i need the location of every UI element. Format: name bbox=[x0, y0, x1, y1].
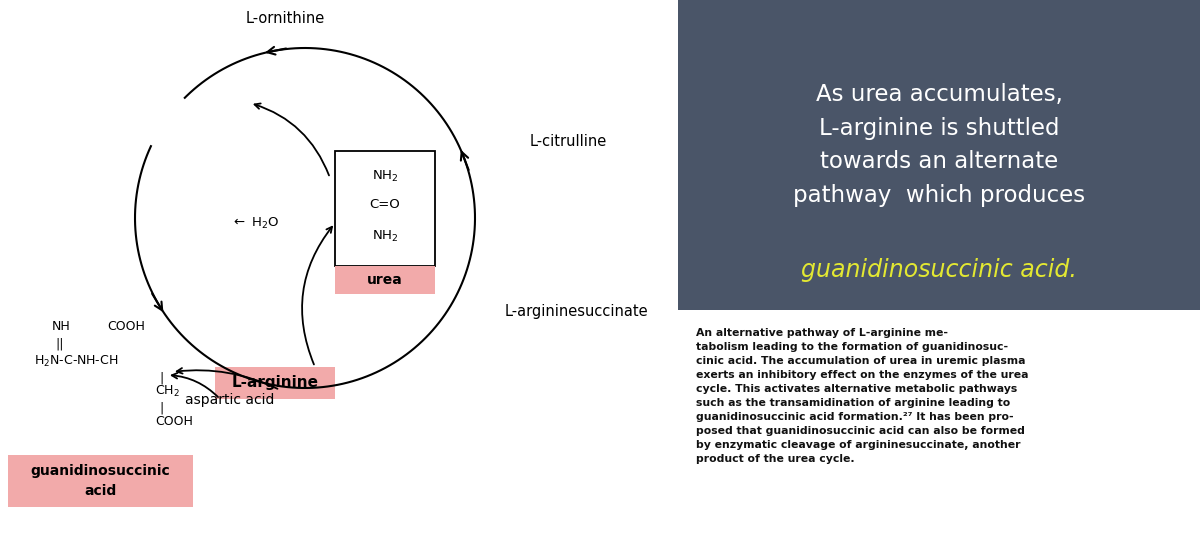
Text: |: | bbox=[158, 402, 163, 415]
Bar bbox=[215, 367, 335, 399]
Text: NH: NH bbox=[52, 320, 71, 333]
Text: As urea accumulates,
L-arginine is shuttled
towards an alternate
pathway  which : As urea accumulates, L-arginine is shutt… bbox=[793, 83, 1085, 207]
Bar bbox=[8, 455, 193, 507]
Text: |: | bbox=[158, 371, 163, 384]
Text: guanidinosuccinic
acid: guanidinosuccinic acid bbox=[31, 464, 170, 498]
Text: COOH: COOH bbox=[107, 320, 145, 333]
Bar bbox=[335, 266, 436, 294]
Text: CH$_2$: CH$_2$ bbox=[155, 384, 180, 399]
Text: $\leftarrow$ H$_2$O: $\leftarrow$ H$_2$O bbox=[232, 216, 280, 231]
Text: guanidinosuccinic acid.: guanidinosuccinic acid. bbox=[802, 258, 1076, 282]
Text: ||: || bbox=[55, 337, 64, 350]
Text: An alternative pathway of L-arginine me-
tabolism leading to the formation of gu: An alternative pathway of L-arginine me-… bbox=[696, 328, 1028, 464]
Bar bbox=[335, 150, 436, 266]
Text: NH$_2$: NH$_2$ bbox=[372, 228, 398, 243]
Text: C=O: C=O bbox=[370, 198, 401, 212]
Bar bbox=[678, 0, 1200, 310]
Text: L-arginine: L-arginine bbox=[232, 375, 318, 390]
Text: L-citrulline: L-citrulline bbox=[530, 134, 607, 149]
Text: urea: urea bbox=[367, 272, 403, 286]
Text: L-ornithine: L-ornithine bbox=[245, 11, 325, 26]
Text: NH$_2$: NH$_2$ bbox=[372, 168, 398, 184]
Text: L-argininesuccinate: L-argininesuccinate bbox=[505, 304, 649, 319]
Text: H$_2$N-C-NH-CH: H$_2$N-C-NH-CH bbox=[34, 354, 119, 369]
Text: COOH: COOH bbox=[155, 415, 193, 428]
Text: aspartic acid: aspartic acid bbox=[185, 393, 275, 407]
